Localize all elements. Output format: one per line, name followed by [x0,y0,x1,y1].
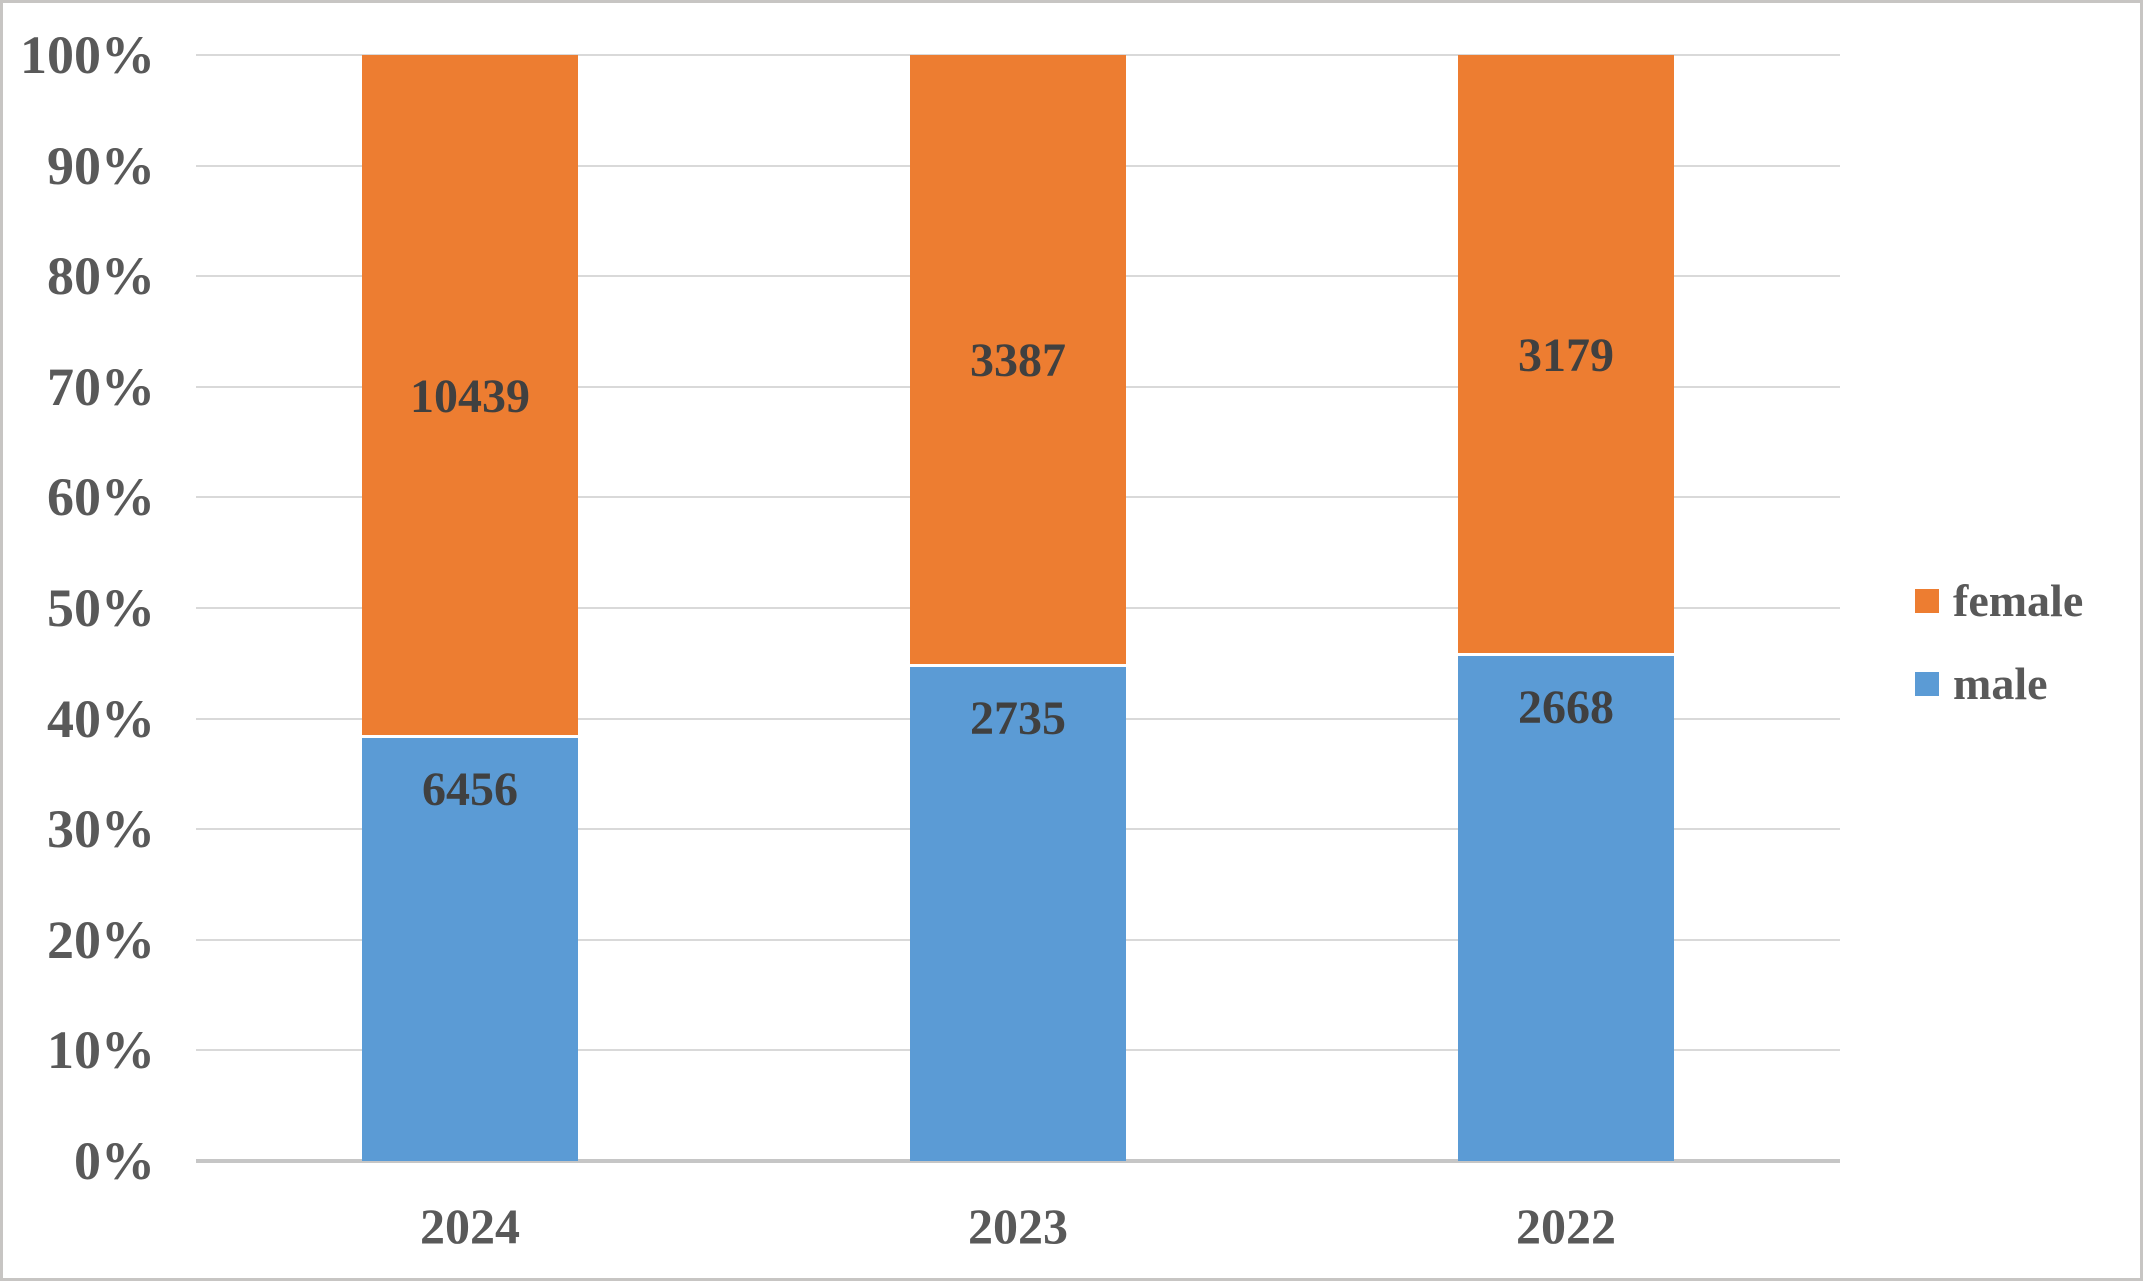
y-tick-label: 40% [47,688,155,749]
y-tick-label: 80% [47,246,155,307]
y-tick-label: 70% [47,356,155,417]
bar-2024: 6456 10439 [362,55,578,1161]
data-label-male: 2735 [970,691,1066,745]
y-tick-label: 30% [47,799,155,860]
x-axis-label-2023: 2023 [968,1198,1068,1254]
stacked-bar-chart: 0% 10% 20% 30% 40% 50% 60% 70% 80% 90% 100% 6456 104… [3,3,2140,1278]
bar-segment-male: 2668 [1458,656,1674,1161]
bar-segment-male: 6456 [362,738,578,1161]
data-label-male: 6456 [422,763,518,817]
bar-segment-female: 3387 [910,55,1126,667]
bar-2023: 2735 3387 [910,55,1126,1161]
data-label-female: 10439 [410,369,530,423]
y-tick-label: 100% [20,25,155,85]
y-tick-label: 20% [47,909,155,970]
legend-swatch-icon [1915,589,1939,613]
legend-item-male: male [1915,658,2048,710]
y-tick-label: 10% [47,1020,155,1081]
x-axis-label-2022: 2022 [1516,1198,1616,1254]
bar-2022: 2668 3179 [1458,55,1674,1161]
y-tick-label: 0% [74,1131,155,1191]
bar-segment-male: 2735 [910,666,1126,1161]
legend-label: female [1953,575,2084,626]
y-tick-label: 60% [47,467,155,528]
y-tick-label: 90% [47,135,155,196]
data-label-female: 3179 [1518,328,1614,382]
data-label-male: 2668 [1518,681,1614,735]
x-axis-line [196,1159,1840,1163]
gridline [196,54,1840,56]
x-axis-label-2024: 2024 [420,1198,520,1254]
bar-segment-female: 3179 [1458,55,1674,657]
y-tick-label: 50% [47,578,155,638]
legend-swatch-icon [1915,672,1939,696]
legend-item-female: female [1915,575,2083,627]
bar-segment-female: 10439 [362,55,578,739]
data-label-female: 3387 [970,333,1066,387]
legend-label: male [1953,658,2048,709]
